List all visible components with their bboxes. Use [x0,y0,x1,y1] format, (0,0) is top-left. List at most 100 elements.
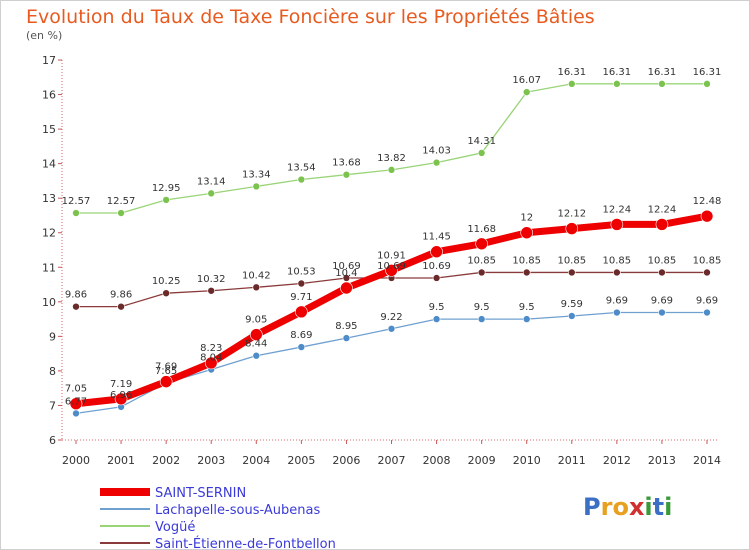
x-tick-label: 2011 [558,454,586,467]
data-label: 10.69 [422,261,451,272]
legend-label: SAINT-SERNIN [155,486,246,501]
data-label: 9.5 [474,302,490,313]
proxiti-logo: Proxiti [583,493,672,521]
y-tick-label: 12 [42,227,56,240]
y-tick-label: 14 [42,158,56,171]
data-label: 10.91 [377,250,406,261]
data-label: 10.69 [332,261,361,272]
data-label: 10.85 [648,255,677,266]
data-point [522,88,531,96]
data-point [520,226,534,240]
data-point [477,268,486,277]
data-point [249,328,263,341]
legend-label: Saint-Étienne-de-Fontbellon [155,536,336,550]
data-label: 9.69 [696,296,718,307]
data-label: 7.69 [155,362,177,373]
data-label: 9.05 [245,315,267,326]
data-label: 10.85 [693,255,722,266]
data-point [114,392,128,406]
data-point [567,312,576,320]
data-label: 16.31 [603,67,632,78]
data-point [297,343,306,351]
data-point [700,209,714,223]
data-label: 12.57 [62,196,91,207]
data-label: 8.44 [245,339,267,350]
data-point [297,279,306,288]
x-tick-label: 2001 [107,454,135,467]
data-point [252,351,261,360]
data-label: 13.54 [287,163,316,174]
chart-title: Evolution du Taux de Taxe Foncière sur l… [26,6,595,28]
data-point [655,218,669,231]
data-point [432,315,441,323]
data-labels: 6.77 6.96 7.65 8.04 8.44 8.69 8.95 9.22 9.5 9.5 9.… [62,67,722,408]
data-point [610,218,624,231]
data-label: 12 [520,213,533,224]
data-point [204,356,218,370]
data-point [295,305,308,319]
x-tick-label: 2009 [468,454,496,467]
y-tick-label: 6 [49,434,56,447]
data-label: 10.69 [377,261,406,272]
data-point [207,286,216,295]
brand-letter: x [629,493,645,521]
y-tick-label: 11 [42,261,56,274]
data-label: 14.03 [422,146,451,157]
data-label: 12.57 [107,196,136,207]
data-point [522,268,531,277]
data-point [658,308,666,317]
data-label: 14.31 [467,136,496,147]
x-tick-label: 2004 [242,454,270,467]
data-point [522,315,531,323]
legend: SAINT-SERNIN Lachapelle-sous-Aubenas Vogüé… [100,486,336,550]
data-label: 16.07 [512,75,541,86]
data-label: 9.69 [606,296,628,307]
data-label: 7.19 [110,379,132,390]
data-label: 10.32 [197,274,226,285]
data-point [387,166,396,174]
x-tick-label: 2008 [423,454,451,467]
data-point [613,308,621,317]
data-label: 12.24 [603,204,632,215]
data-label: 9.86 [110,290,132,301]
data-label: 10.85 [557,255,586,266]
data-label: 6.96 [110,390,132,401]
data-label: 10.85 [603,255,632,266]
axes: 6 7 8 9 10 11 12 13 14 15 16 17 2000 2001 2002 2003 2004… [42,54,721,467]
brand-letter: i [644,493,652,521]
data-label: 12.12 [557,209,586,220]
y-tick-label: 13 [42,192,56,205]
y-tick-label: 8 [49,365,56,378]
data-point [613,268,621,277]
data-point [613,80,621,88]
data-label: 10.85 [512,255,541,266]
x-tick-label: 2005 [287,454,315,467]
brand-letter: r [601,493,613,521]
data-label: 12.24 [648,204,677,215]
data-point [567,80,576,88]
data-point [430,245,443,259]
brand-letter: t [653,493,664,521]
data-label: 9.86 [65,290,87,301]
chart-subtitle: (en %) [26,29,62,42]
data-point [252,283,261,292]
data-point [72,409,80,418]
x-tick-label: 2000 [62,454,90,467]
data-label: 9.71 [290,292,312,303]
data-point [342,170,351,179]
series-lines [69,80,714,418]
x-tick-label: 2007 [378,454,406,467]
data-point [703,308,711,317]
x-tick-label: 2003 [197,454,225,467]
brand-letter: o [612,493,629,521]
data-point [658,80,666,88]
data-point [297,175,306,184]
y-tick-label: 15 [42,123,56,136]
data-label: 16.31 [648,67,677,78]
data-point [477,315,486,323]
data-point [162,196,170,204]
data-point [387,324,396,333]
data-label: 8.04 [200,353,222,364]
data-label: 10.53 [287,267,316,278]
